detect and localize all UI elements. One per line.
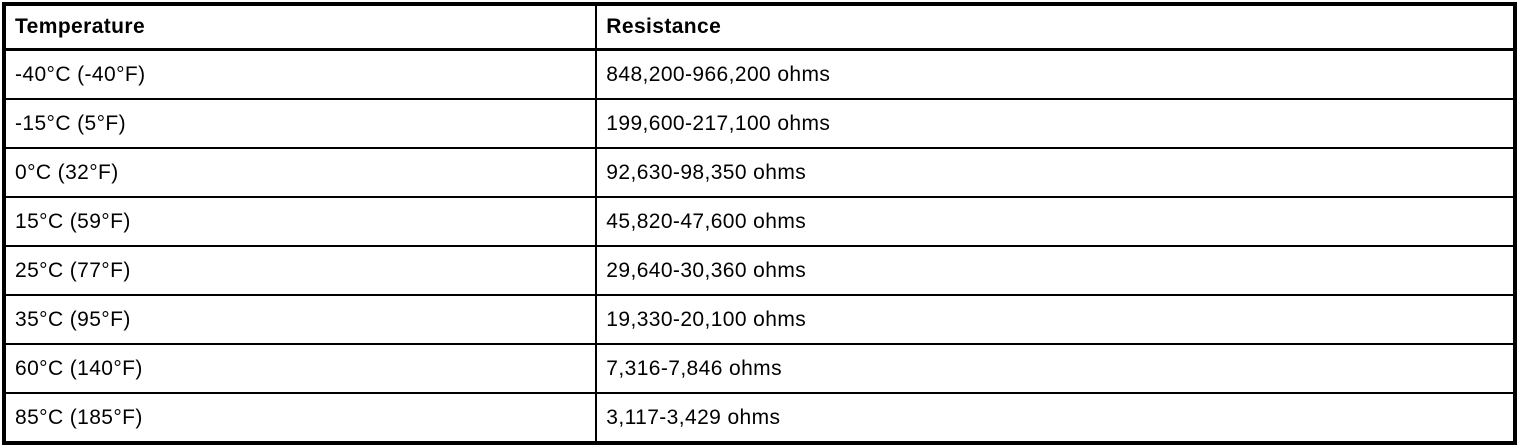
column-header-resistance: Resistance xyxy=(595,3,1516,51)
resistance-cell: 45,820-47,600 ohms xyxy=(595,196,1516,247)
temperature-cell: 0°C (32°F) xyxy=(2,147,598,198)
column-header-temperature: Temperature xyxy=(2,3,598,51)
temperature-cell: 60°C (140°F) xyxy=(2,343,598,394)
table-row: -15°C (5°F) 199,600-217,100 ohms xyxy=(2,98,1516,149)
resistance-cell: 19,330-20,100 ohms xyxy=(595,294,1516,345)
temperature-cell: 25°C (77°F) xyxy=(2,245,598,296)
temperature-cell: -40°C (-40°F) xyxy=(2,48,598,100)
temperature-cell: 35°C (95°F) xyxy=(2,294,598,345)
resistance-cell: 29,640-30,360 ohms xyxy=(595,245,1516,296)
temperature-cell: -15°C (5°F) xyxy=(2,98,598,149)
temperature-cell: 85°C (185°F) xyxy=(2,392,598,444)
resistance-cell: 7,316-7,846 ohms xyxy=(595,343,1516,394)
table-row: 85°C (185°F) 3,117-3,429 ohms xyxy=(2,392,1516,444)
table-row: 15°C (59°F) 45,820-47,600 ohms xyxy=(2,196,1516,247)
resistance-cell: 199,600-217,100 ohms xyxy=(595,98,1516,149)
table-row: -40°C (-40°F) 848,200-966,200 ohms xyxy=(2,48,1516,100)
resistance-cell: 848,200-966,200 ohms xyxy=(595,48,1516,100)
table-row: 35°C (95°F) 19,330-20,100 ohms xyxy=(2,294,1516,345)
resistance-cell: 92,630-98,350 ohms xyxy=(595,147,1516,198)
table-row: 60°C (140°F) 7,316-7,846 ohms xyxy=(2,343,1516,394)
resistance-cell: 3,117-3,429 ohms xyxy=(595,392,1516,444)
temperature-cell: 15°C (59°F) xyxy=(2,196,598,247)
table-row: 0°C (32°F) 92,630-98,350 ohms xyxy=(2,147,1516,198)
table-row: 25°C (77°F) 29,640-30,360 ohms xyxy=(2,245,1516,296)
table-header-row: Temperature Resistance xyxy=(2,3,1516,51)
